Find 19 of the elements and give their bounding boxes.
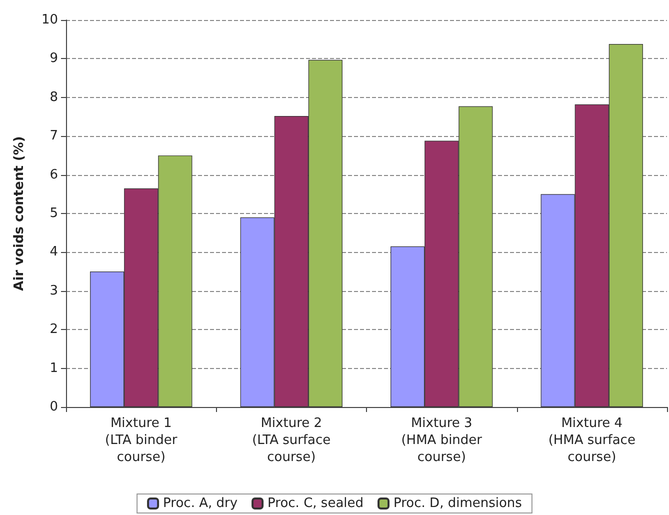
x-tick-label: Mixture 1 (LTA binder course) bbox=[105, 416, 178, 465]
y-tick-label: 8 bbox=[50, 90, 58, 105]
y-tick-label: 10 bbox=[41, 12, 58, 28]
legend-label: Proc. A, dry bbox=[163, 496, 238, 511]
x-tick-label: Mixture 4 (HMA surface course) bbox=[548, 416, 636, 465]
y-tick-label: 5 bbox=[50, 206, 58, 221]
x-tick-label: Mixture 2 (LTA surface course) bbox=[252, 416, 331, 465]
y-tick-label: 6 bbox=[50, 167, 58, 182]
y-tick-label: 9 bbox=[50, 51, 58, 66]
y-tick-label: 3 bbox=[50, 283, 58, 298]
legend-label: Proc. C, sealed bbox=[268, 496, 364, 511]
y-axis-title: Air voids content (%) bbox=[12, 136, 27, 291]
y-tick-label: 7 bbox=[50, 128, 58, 144]
x-tick-label: Mixture 3 (HMA binder course) bbox=[401, 416, 483, 465]
y-tick-label: 1 bbox=[50, 360, 58, 376]
legend-label: Proc. D, dimensions bbox=[394, 496, 522, 511]
y-tick-label: 0 bbox=[50, 400, 58, 414]
y-tick-label: 2 bbox=[50, 322, 58, 338]
y-tick-label: 4 bbox=[50, 244, 58, 260]
